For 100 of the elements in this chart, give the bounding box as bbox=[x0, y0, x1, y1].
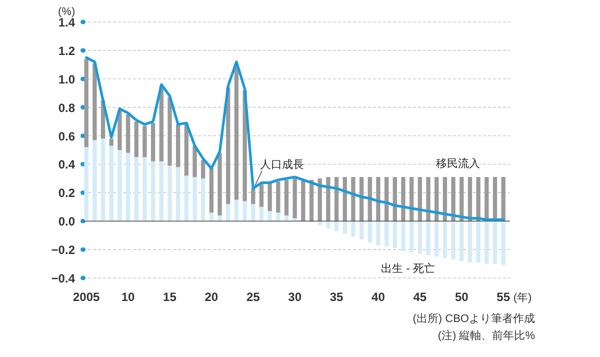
bar bbox=[150, 161, 156, 222]
bar bbox=[92, 140, 97, 222]
x-tick-label: 50 bbox=[454, 290, 469, 304]
y-tick-label: 0.0 bbox=[58, 214, 76, 229]
bar bbox=[484, 221, 489, 264]
bar bbox=[276, 212, 280, 222]
y-tick-label: 0.8 bbox=[58, 100, 76, 115]
bar bbox=[159, 161, 164, 222]
y-tick-label: −0.2 bbox=[51, 243, 76, 258]
bar bbox=[342, 221, 347, 234]
bar bbox=[192, 146, 197, 178]
bar bbox=[268, 211, 272, 222]
y-tick-label: 0.4 bbox=[58, 158, 76, 172]
bar bbox=[326, 221, 330, 228]
bar bbox=[126, 152, 130, 222]
bar bbox=[226, 204, 230, 222]
bar bbox=[301, 180, 306, 222]
bar bbox=[259, 184, 264, 207]
bar bbox=[92, 63, 97, 140]
bar bbox=[201, 178, 206, 222]
bar bbox=[259, 206, 264, 222]
bar bbox=[134, 157, 138, 222]
series-label: 人口成長 bbox=[260, 158, 304, 171]
bar bbox=[501, 177, 506, 222]
bar bbox=[168, 166, 172, 222]
bar bbox=[351, 177, 356, 222]
bar bbox=[368, 221, 372, 242]
y-tick-label: 1.2 bbox=[58, 44, 76, 58]
bar bbox=[218, 215, 222, 222]
series-label: 移民流入 bbox=[436, 157, 480, 170]
x-tick-label: 10 bbox=[121, 290, 136, 304]
bar bbox=[176, 124, 180, 168]
bar bbox=[334, 221, 339, 232]
bar bbox=[451, 177, 456, 222]
series-label: 出生 - 死亡 bbox=[381, 262, 435, 275]
bar bbox=[468, 221, 472, 262]
text: (出所) CBOより筆者作成 bbox=[412, 312, 535, 325]
x-tick-label: 25 bbox=[246, 290, 260, 304]
bar bbox=[109, 138, 114, 146]
x-tick-label: 45 bbox=[413, 290, 427, 304]
bar bbox=[451, 221, 456, 260]
bar bbox=[142, 157, 147, 222]
bar bbox=[234, 200, 239, 222]
bar bbox=[218, 152, 222, 216]
x-tick-label: 55 bbox=[496, 290, 510, 304]
x-tick-label: 15 bbox=[163, 290, 177, 304]
bar bbox=[126, 114, 130, 153]
bar bbox=[176, 167, 180, 222]
bar bbox=[476, 221, 480, 262]
bar bbox=[384, 221, 389, 247]
bar bbox=[426, 177, 430, 222]
x-tick-label: 30 bbox=[288, 290, 302, 304]
bar bbox=[318, 221, 322, 226]
bar bbox=[460, 221, 464, 261]
bar bbox=[109, 146, 114, 222]
bar bbox=[168, 97, 172, 166]
bar bbox=[351, 221, 356, 237]
bar bbox=[142, 126, 147, 158]
bar bbox=[401, 177, 406, 222]
bar bbox=[434, 221, 439, 257]
bar bbox=[492, 221, 498, 264]
bar bbox=[251, 188, 256, 204]
bar bbox=[410, 221, 414, 252]
bar bbox=[209, 168, 214, 213]
bar bbox=[392, 221, 397, 248]
x-tick-label: 20 bbox=[204, 290, 218, 304]
y-tick-label: 0.6 bbox=[58, 129, 76, 144]
x-tick-label: 35 bbox=[330, 290, 344, 304]
bar bbox=[100, 138, 106, 222]
bar bbox=[442, 221, 448, 258]
bar bbox=[501, 221, 506, 266]
bar bbox=[284, 180, 289, 216]
bar bbox=[484, 177, 489, 222]
bar bbox=[150, 122, 156, 162]
y-tick-label: 0.2 bbox=[58, 186, 76, 200]
bar bbox=[201, 160, 206, 178]
bar bbox=[418, 221, 422, 254]
bar bbox=[276, 181, 280, 213]
bar bbox=[292, 178, 297, 218]
y-axis-title: (%) bbox=[58, 6, 76, 18]
y-tick-label: 1.0 bbox=[58, 72, 76, 86]
bar bbox=[359, 221, 364, 240]
bar bbox=[234, 64, 239, 200]
bar bbox=[426, 221, 430, 256]
bar bbox=[401, 221, 406, 251]
bar bbox=[251, 204, 256, 222]
line-series bbox=[85, 56, 505, 221]
bar bbox=[476, 177, 480, 222]
bar bbox=[192, 177, 197, 222]
x-tick-label: 2005 bbox=[72, 290, 100, 304]
x-axis-title: (年) bbox=[513, 292, 532, 304]
bar bbox=[118, 110, 122, 150]
bar bbox=[118, 150, 122, 222]
bar bbox=[376, 177, 380, 222]
bar bbox=[134, 122, 138, 158]
bar bbox=[84, 58, 88, 148]
bar bbox=[326, 177, 330, 222]
bar bbox=[242, 201, 247, 222]
bar bbox=[268, 182, 272, 212]
x-tick-label: 40 bbox=[372, 290, 386, 304]
